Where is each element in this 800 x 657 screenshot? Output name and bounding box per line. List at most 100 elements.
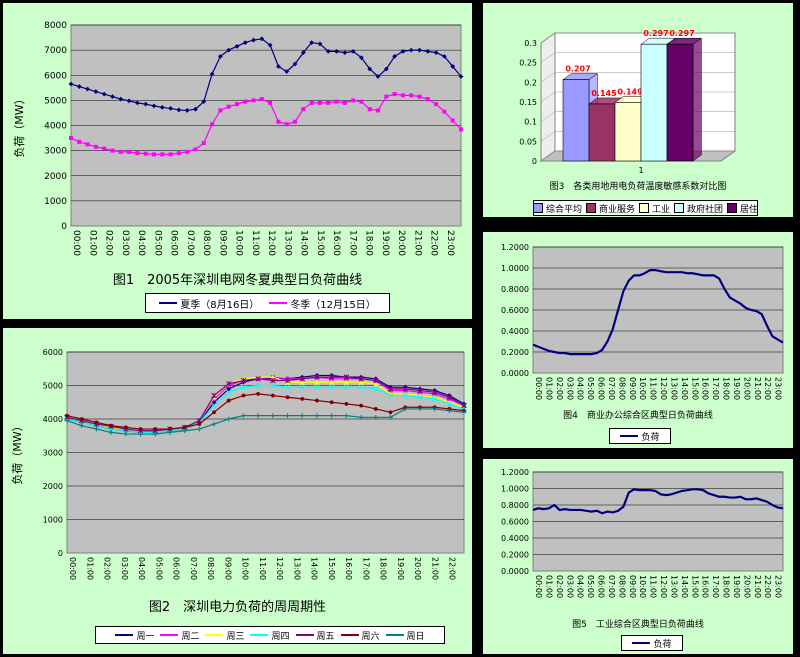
fig2-point bbox=[153, 427, 158, 431]
fig2-point bbox=[373, 386, 379, 392]
fig1-legend-winter: 冬季（12月15日） bbox=[269, 296, 376, 311]
fig4-xtick-label: 23:00 bbox=[774, 377, 783, 400]
fig3-ytick-label: 0.3 bbox=[524, 39, 537, 48]
fig1-ytick-label: 7000 bbox=[44, 46, 67, 56]
fig1-point bbox=[267, 42, 273, 48]
fig5-series-line-0 bbox=[532, 488, 784, 515]
fig1-xtick-label: 00:00 bbox=[71, 230, 81, 256]
fig2-ytick-label: 0 bbox=[58, 549, 63, 558]
fig2-series-line-4 bbox=[66, 376, 465, 432]
fig5-xtick-label: 07:00 bbox=[607, 575, 616, 598]
fig1-point bbox=[293, 119, 298, 124]
fig2-point bbox=[417, 406, 423, 412]
fig2-point bbox=[431, 389, 438, 395]
fig2-ytick-label: 2000 bbox=[43, 482, 63, 491]
fig1-point bbox=[135, 151, 140, 156]
fig2-xtick-label: 14:00 bbox=[310, 557, 319, 580]
fig5-xtick-label: 12:00 bbox=[659, 575, 668, 598]
fig1-point bbox=[334, 99, 339, 104]
fig4-ytick-label: 0.2000 bbox=[501, 348, 529, 357]
fig1-point bbox=[168, 152, 173, 157]
fig5-xtick-label: 03:00 bbox=[565, 575, 574, 598]
fig2-point bbox=[241, 393, 246, 398]
fig2-point bbox=[284, 384, 291, 390]
fig5-xtick-label: 22:00 bbox=[763, 575, 772, 598]
fig1-point bbox=[300, 50, 306, 56]
fig2-point bbox=[226, 398, 231, 403]
fig2-legend: 周一 周二 周三 周四 周五 周六 周日 bbox=[95, 626, 445, 644]
fig2-point bbox=[314, 374, 320, 380]
fig1-point bbox=[400, 48, 406, 54]
fig1-point bbox=[201, 141, 206, 146]
fig1-point bbox=[176, 151, 181, 156]
fig3-caption: 图3 各类用地用电负荷温度敏感系数对比图 bbox=[549, 182, 727, 192]
fig1-xtick-label: 11:00 bbox=[250, 230, 260, 256]
fig2-point bbox=[299, 413, 305, 419]
fig2-panel: 0 1000 2000 3000 4000 5000 6000 00:00 01:00 02:00… bbox=[2, 327, 473, 655]
fig2-xtick-label: 20:00 bbox=[413, 557, 422, 580]
fig1-chart: 0 1000 2000 3000 4000 5000 6000 7000 8000 00:00 01… bbox=[12, 21, 464, 256]
fig4-series-line-0 bbox=[532, 268, 784, 356]
fig1-point bbox=[367, 66, 373, 72]
fig2-point bbox=[211, 421, 217, 427]
fig4-xtick-label: 16:00 bbox=[701, 377, 710, 400]
fig3-ytick-label: 0.25 bbox=[519, 59, 537, 68]
fig1-point bbox=[309, 100, 314, 105]
fig2-point bbox=[402, 392, 408, 399]
fig1-point bbox=[326, 100, 331, 105]
fig1-point bbox=[317, 41, 323, 47]
fig2-legend-mon: 周一 bbox=[115, 629, 154, 642]
fig2-point bbox=[461, 409, 467, 415]
fig1-xtick-label: 06:00 bbox=[169, 230, 179, 256]
fig1-xtick-label: 17:00 bbox=[347, 230, 357, 256]
fig4-xtick-label: 01:00 bbox=[544, 377, 553, 400]
fig2-point bbox=[446, 408, 452, 414]
fig1-point bbox=[259, 97, 264, 102]
fig2-point bbox=[94, 426, 99, 432]
fig1-point bbox=[242, 40, 248, 45]
fig1-point bbox=[425, 97, 430, 102]
fig4-xtick-label: 09:00 bbox=[628, 377, 637, 400]
fig3-legend-residential: 居住 bbox=[727, 202, 758, 215]
fig2-point bbox=[388, 410, 393, 415]
fig4-xtick-label: 08:00 bbox=[617, 377, 626, 400]
fig2-xtick-label: 13:00 bbox=[292, 557, 301, 580]
fig1-point bbox=[268, 100, 273, 105]
fig5-xtick-label: 00:00 bbox=[534, 575, 543, 598]
fig2-point bbox=[285, 413, 290, 419]
fig4-legend: 负荷 bbox=[609, 428, 671, 444]
fig1-point bbox=[434, 102, 439, 107]
fig2-point bbox=[328, 384, 335, 390]
fig2-point bbox=[182, 428, 188, 434]
fig4-ytick-label: 1.2000 bbox=[501, 243, 529, 252]
fig2-xtick-label: 01:00 bbox=[85, 557, 94, 580]
fig5-xtick-label: 23:00 bbox=[774, 575, 783, 598]
fig5-xtick-label: 10:00 bbox=[638, 575, 647, 598]
fig2-point bbox=[328, 374, 335, 380]
fig1-point bbox=[69, 136, 73, 141]
fig5-xtick-label: 06:00 bbox=[597, 575, 606, 598]
fig2-point bbox=[343, 379, 349, 385]
fig1-point bbox=[458, 74, 464, 79]
fig2-point bbox=[152, 431, 158, 437]
fig2-point bbox=[211, 392, 217, 399]
fig2-xtick-label: 00:00 bbox=[68, 557, 77, 580]
fig1-point bbox=[417, 47, 422, 53]
fig4-xtick-label: 14:00 bbox=[680, 377, 689, 400]
fig1-xtick-label: 23:00 bbox=[445, 230, 455, 256]
fig4-xtick-label: 00:00 bbox=[534, 377, 543, 400]
fig2-point bbox=[182, 425, 187, 430]
fig5-ytick-label: 0.8000 bbox=[501, 501, 529, 510]
fig1-xtick-label: 18:00 bbox=[364, 230, 374, 256]
fig1-point bbox=[284, 69, 290, 74]
fig1-point bbox=[376, 108, 381, 113]
fig2-point bbox=[270, 393, 275, 398]
fig1-point bbox=[417, 94, 422, 99]
fig2-point bbox=[109, 423, 114, 428]
fig2-point bbox=[196, 426, 202, 432]
fig1-ytick-label: 8000 bbox=[44, 21, 67, 31]
fig5-xtick-label: 17:00 bbox=[711, 575, 720, 598]
fig2-point bbox=[225, 381, 232, 387]
fig1-point bbox=[251, 37, 256, 43]
fig2-point bbox=[373, 381, 379, 387]
